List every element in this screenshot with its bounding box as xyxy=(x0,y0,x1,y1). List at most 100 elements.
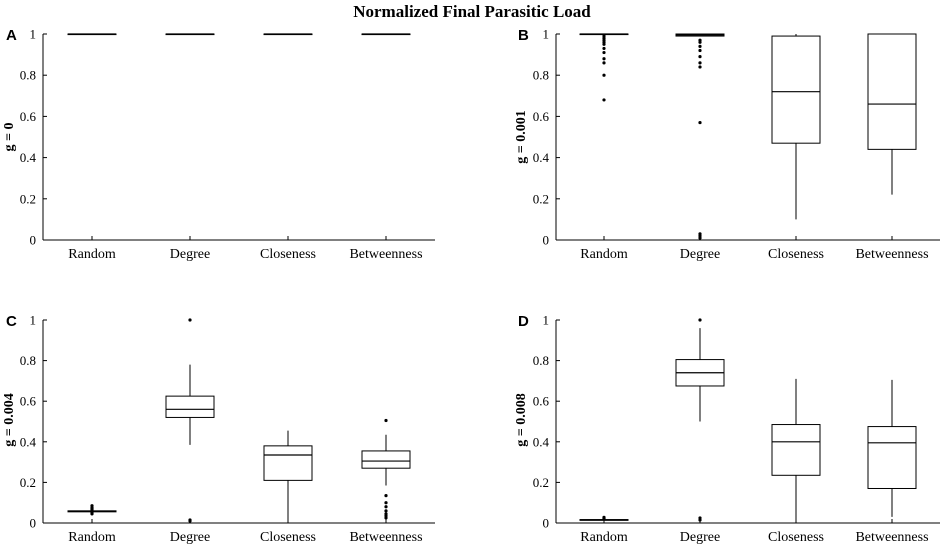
y-tick-label: 1 xyxy=(30,313,37,328)
outlier-point xyxy=(698,40,702,44)
y-tick-label: 0.2 xyxy=(20,191,36,206)
y-tick-label: 0 xyxy=(30,516,37,531)
y-tick-label: 0.6 xyxy=(533,394,550,409)
outlier-point xyxy=(602,517,606,521)
x-tick-label: Betweenness xyxy=(349,530,422,545)
outlier-point xyxy=(90,512,94,516)
outlier-point xyxy=(384,418,388,423)
y-tick-label: 0.8 xyxy=(20,68,36,83)
outlier-point xyxy=(698,120,702,125)
y-tick-label: 0.6 xyxy=(20,109,37,124)
box-closeness xyxy=(771,378,821,523)
iqr-box xyxy=(867,426,917,489)
outlier-point xyxy=(698,518,702,522)
box-degree xyxy=(675,318,725,522)
iqr-box xyxy=(263,445,313,481)
outlier-point xyxy=(698,65,702,69)
panel-d: Dg = 0.008 0 0.2 0.4 0.6 0.8 1 Random Degree Clos… xyxy=(514,313,940,545)
outlier-point xyxy=(384,505,388,509)
y-tick-label: 0.8 xyxy=(20,353,36,368)
y-tick-label: 0.8 xyxy=(533,353,549,368)
y-tick-label: 1 xyxy=(543,313,550,328)
x-tick-label: Closeness xyxy=(260,247,316,262)
outlier-point xyxy=(384,516,388,520)
outlier-point xyxy=(602,50,606,55)
y-axis-label: g = 0.008 xyxy=(514,393,529,446)
x-tick-label: Closeness xyxy=(768,530,824,545)
y-tick-label: 0.4 xyxy=(533,150,550,165)
y-axis-label: g = 0.001 xyxy=(514,110,529,163)
panel-letter: B xyxy=(518,27,529,44)
y-tick-label: 0.4 xyxy=(533,434,550,449)
box-random xyxy=(67,504,117,516)
box-degree xyxy=(675,33,725,240)
x-tick-label: Random xyxy=(68,247,116,262)
outlier-point xyxy=(384,509,388,513)
y-tick-label: 1 xyxy=(543,27,550,42)
outlier-point xyxy=(90,508,94,512)
y-tick-label: 0.4 xyxy=(20,150,37,165)
x-tick-label: Degree xyxy=(680,530,720,545)
iqr-box xyxy=(361,450,411,469)
outlier-point xyxy=(698,236,702,240)
iqr-box xyxy=(771,424,821,476)
y-tick-label: 0 xyxy=(30,233,37,248)
box-degree xyxy=(165,318,215,523)
box-degree xyxy=(165,33,215,36)
iqr-box xyxy=(771,35,821,144)
y-tick-label: 0.2 xyxy=(533,475,549,490)
panel-a: Ag = 0 0 0.2 0.4 0.6 0.8 1 Random Degree Closenes… xyxy=(2,27,435,262)
panel-c: Cg = 0.004 0 0.2 0.4 0.6 0.8 1 Random Degree Clos… xyxy=(2,313,435,545)
x-tick-label: Betweenness xyxy=(855,530,928,545)
box-betweenness xyxy=(867,379,917,517)
x-tick-label: Degree xyxy=(170,530,210,545)
x-tick-label: Random xyxy=(580,247,628,262)
outlier-point xyxy=(188,519,192,523)
box-random xyxy=(579,33,629,102)
y-tick-label: 0.6 xyxy=(533,109,550,124)
y-tick-label: 0.4 xyxy=(20,434,37,449)
x-tick-label: Degree xyxy=(680,247,720,262)
outlier-point xyxy=(602,73,606,77)
x-tick-label: Betweenness xyxy=(349,247,422,262)
outlier-point xyxy=(698,318,702,322)
outlier-point xyxy=(602,57,606,61)
panel-b: Bg = 0.001 0 0.2 0.4 0.6 0.8 1 Random Degree Clos… xyxy=(514,27,940,262)
outlier-point xyxy=(384,493,388,498)
y-tick-label: 0 xyxy=(543,233,550,248)
y-tick-label: 1 xyxy=(30,27,37,42)
box-closeness xyxy=(263,430,313,519)
x-tick-label: Random xyxy=(580,530,628,545)
outlier-point xyxy=(384,501,388,505)
x-tick-label: Closeness xyxy=(260,530,316,545)
box-random xyxy=(67,33,117,36)
outlier-point xyxy=(602,42,606,46)
outlier-point xyxy=(698,55,702,59)
x-tick-label: Closeness xyxy=(768,247,824,262)
iqr-box xyxy=(165,395,215,418)
y-tick-label: 0.2 xyxy=(20,475,36,490)
box-betweenness xyxy=(361,33,411,36)
outlier-point xyxy=(698,48,702,53)
panel-letter: C xyxy=(6,313,17,330)
panel-letter: A xyxy=(6,27,17,44)
outlier-point xyxy=(698,44,702,48)
box-betweenness xyxy=(867,33,917,195)
outlier-point xyxy=(602,61,606,65)
y-tick-label: 0.8 xyxy=(533,68,549,83)
box-closeness xyxy=(263,33,313,36)
y-tick-label: 0.6 xyxy=(20,394,37,409)
figure-title: Normalized Final Parasitic Load xyxy=(353,2,591,21)
x-tick-label: Betweenness xyxy=(855,247,928,262)
x-tick-label: Random xyxy=(68,530,116,545)
panel-letter: D xyxy=(518,313,529,330)
y-axis-label: g = 0.004 xyxy=(2,393,17,446)
y-tick-label: 0.2 xyxy=(533,191,549,206)
x-tick-label: Degree xyxy=(170,247,210,262)
outlier-point xyxy=(602,46,606,51)
box-closeness xyxy=(771,34,821,220)
outlier-point xyxy=(602,98,606,102)
y-tick-label: 0 xyxy=(543,516,550,531)
outlier-point xyxy=(698,61,702,65)
